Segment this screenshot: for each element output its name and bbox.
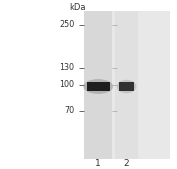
Bar <box>84 11 170 159</box>
Text: 130: 130 <box>59 63 74 72</box>
Text: 2: 2 <box>124 159 129 168</box>
Text: 250: 250 <box>59 20 74 29</box>
Text: kDa: kDa <box>70 3 86 12</box>
Bar <box>119 82 134 91</box>
Ellipse shape <box>83 79 113 94</box>
Ellipse shape <box>117 80 136 93</box>
Text: 100: 100 <box>59 80 74 89</box>
Bar <box>87 82 110 91</box>
Bar <box>115 11 138 159</box>
Text: 1: 1 <box>95 159 101 168</box>
Bar <box>84 11 112 159</box>
Text: 70: 70 <box>64 106 74 115</box>
